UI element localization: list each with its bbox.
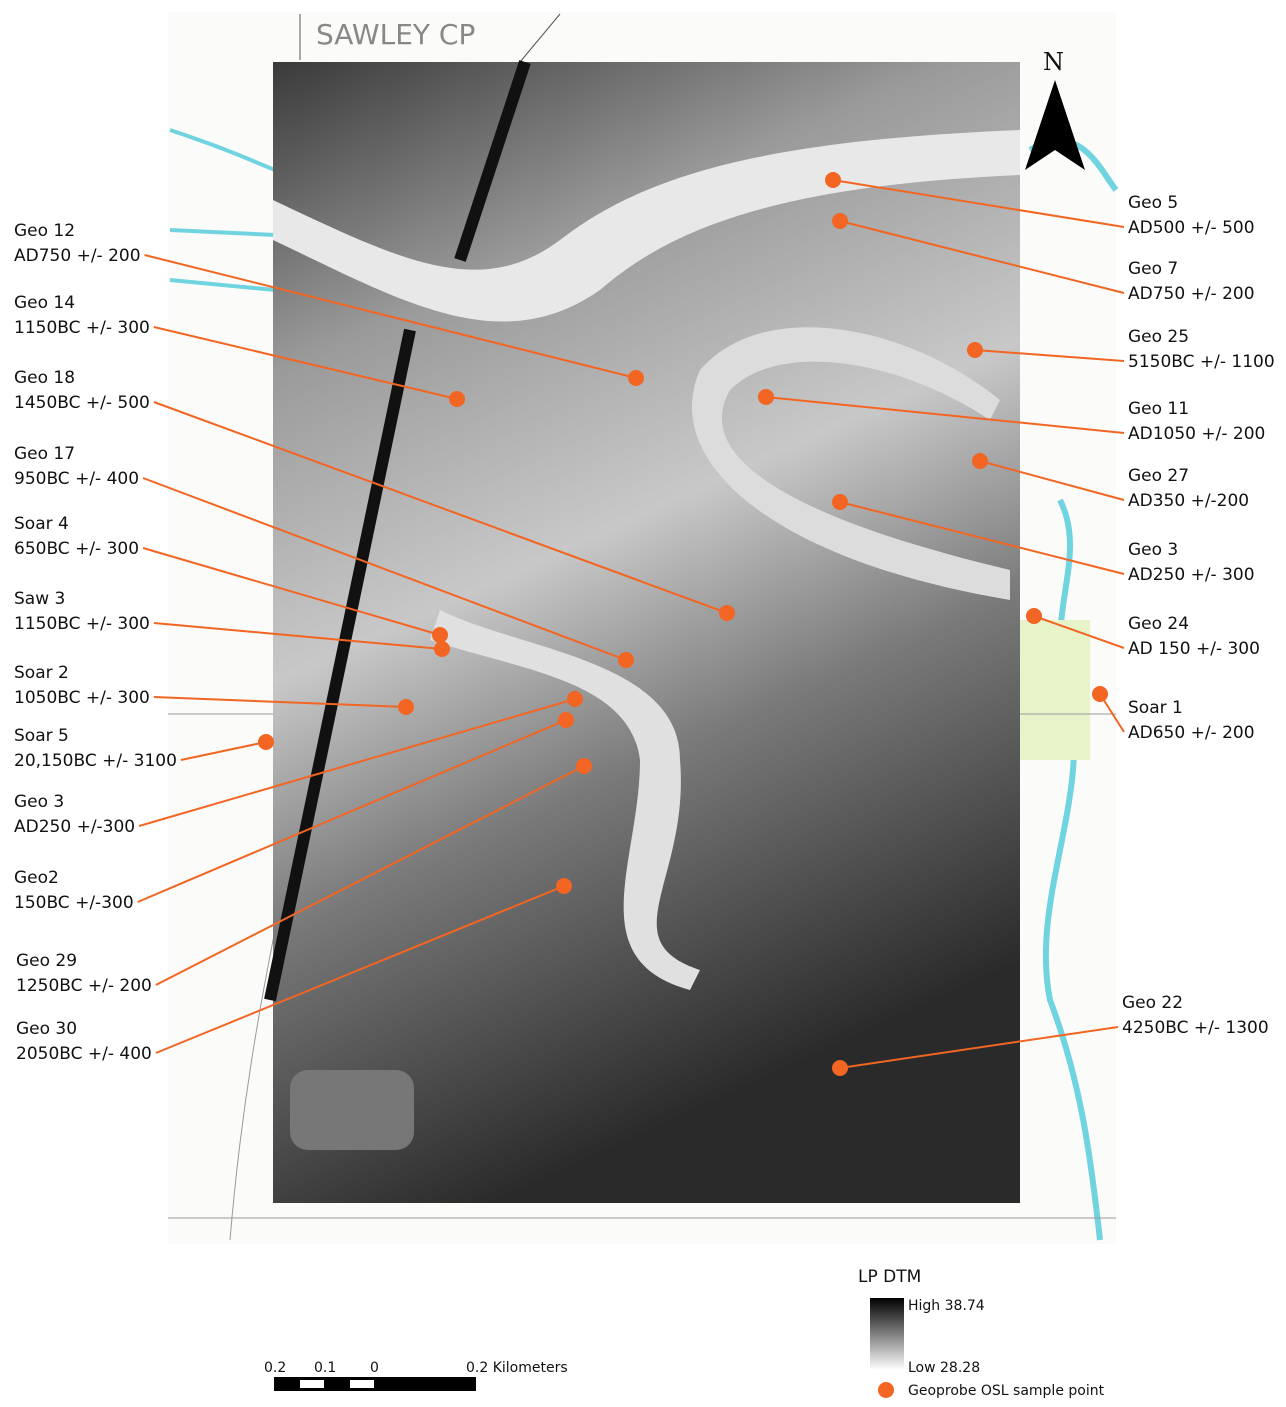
sample-point bbox=[398, 699, 414, 715]
sample-name: Geo 5 bbox=[1128, 193, 1178, 213]
sample-name: Soar 2 bbox=[14, 663, 69, 683]
legend-point: Geoprobe OSL sample point bbox=[908, 1383, 1105, 1399]
sample-name: Geo2 bbox=[14, 868, 59, 888]
map: SAWLEY CP N Geo 12 AD750 +/- 200 Geo 14 115… bbox=[0, 0, 1286, 1403]
sample-name: Geo 17 bbox=[14, 444, 75, 464]
sample-point bbox=[567, 691, 583, 707]
legend-low: Low 28.28 bbox=[908, 1360, 980, 1376]
sample-date: 150BC +/-300 bbox=[14, 893, 134, 913]
place-name: SAWLEY CP bbox=[316, 18, 475, 51]
sample-date: AD 150 +/- 300 bbox=[1128, 639, 1260, 659]
sample-point bbox=[832, 1060, 848, 1076]
sample-point bbox=[967, 342, 983, 358]
sample-name: Soar 5 bbox=[14, 726, 69, 746]
sample-date: 950BC +/- 400 bbox=[14, 469, 139, 489]
sample-point bbox=[432, 627, 448, 643]
sample-name: Geo 3 bbox=[14, 792, 64, 812]
sample-date: 4250BC +/- 1300 bbox=[1122, 1018, 1269, 1038]
sample-point bbox=[832, 213, 848, 229]
sample-date: 1050BC +/- 300 bbox=[14, 688, 150, 708]
sample-point bbox=[719, 605, 735, 621]
sample-name: Soar 4 bbox=[14, 514, 69, 534]
sample-point bbox=[258, 734, 274, 750]
sample-name: Geo 22 bbox=[1122, 993, 1183, 1013]
sample-point bbox=[558, 712, 574, 728]
sample-date: AD1050 +/- 200 bbox=[1128, 424, 1265, 444]
sample-date: AD500 +/- 500 bbox=[1128, 218, 1255, 238]
sample-name: Geo 30 bbox=[16, 1019, 77, 1039]
sample-point bbox=[825, 172, 841, 188]
sample-name: Geo 3 bbox=[1128, 540, 1178, 560]
scale-bar: 0.2 0.1 0 0.2 Kilometers bbox=[264, 1360, 568, 1391]
legend-title: LP DTM bbox=[858, 1267, 921, 1287]
sample-point bbox=[618, 652, 634, 668]
sample-name: Geo 25 bbox=[1128, 327, 1189, 347]
dtm-raster bbox=[270, 62, 1020, 1203]
scale-label: 0 bbox=[370, 1360, 379, 1376]
sample-date: AD250 +/- 300 bbox=[1128, 565, 1255, 585]
sample-point bbox=[434, 641, 450, 657]
sample-name: Geo 12 bbox=[14, 221, 75, 241]
sample-name: Geo 14 bbox=[14, 293, 75, 313]
sample-date: 20,150BC +/- 3100 bbox=[14, 751, 177, 771]
sample-date: 1150BC +/- 300 bbox=[14, 318, 150, 338]
sample-name: Geo 24 bbox=[1128, 614, 1189, 634]
sample-date: AD650 +/- 200 bbox=[1128, 723, 1255, 743]
sample-name: Geo 7 bbox=[1128, 259, 1178, 279]
sample-point bbox=[972, 453, 988, 469]
sample-date: AD750 +/- 200 bbox=[14, 246, 141, 266]
sample-date: 2050BC +/- 400 bbox=[16, 1044, 152, 1064]
sample-point bbox=[758, 389, 774, 405]
sample-name: Soar 1 bbox=[1128, 698, 1183, 718]
scale-label: 0.1 bbox=[314, 1360, 336, 1376]
legend-high: High 38.74 bbox=[908, 1298, 985, 1314]
sample-point bbox=[576, 758, 592, 774]
sample-date: AD350 +/-200 bbox=[1128, 491, 1249, 511]
scale-label: 0.2 Kilometers bbox=[466, 1360, 568, 1376]
sample-point bbox=[1092, 686, 1108, 702]
sample-name: Geo 29 bbox=[16, 951, 77, 971]
sample-date: 650BC +/- 300 bbox=[14, 539, 139, 559]
sample-name: Geo 27 bbox=[1128, 466, 1189, 486]
sample-point bbox=[832, 494, 848, 510]
sample-name: Geo 11 bbox=[1128, 399, 1189, 419]
north-label: N bbox=[1043, 48, 1064, 76]
sample-date: 5150BC +/- 1100 bbox=[1128, 352, 1275, 372]
scale-label: 0.2 bbox=[264, 1360, 286, 1376]
sample-date: 1250BC +/- 200 bbox=[16, 976, 152, 996]
sample-date: 1150BC +/- 300 bbox=[14, 614, 150, 634]
sample-date: 1450BC +/- 500 bbox=[14, 393, 150, 413]
sample-date: AD750 +/- 200 bbox=[1128, 284, 1255, 304]
sample-point bbox=[556, 878, 572, 894]
sample-point bbox=[449, 391, 465, 407]
sample-point bbox=[1026, 608, 1042, 624]
sample-point bbox=[628, 370, 644, 386]
sample-name: Geo 18 bbox=[14, 368, 75, 388]
sample-date: AD250 +/-300 bbox=[14, 817, 135, 837]
legend: LP DTM High 38.74 Low 28.28 Geoprobe OSL… bbox=[858, 1267, 1105, 1399]
sample-name: Saw 3 bbox=[14, 589, 65, 609]
